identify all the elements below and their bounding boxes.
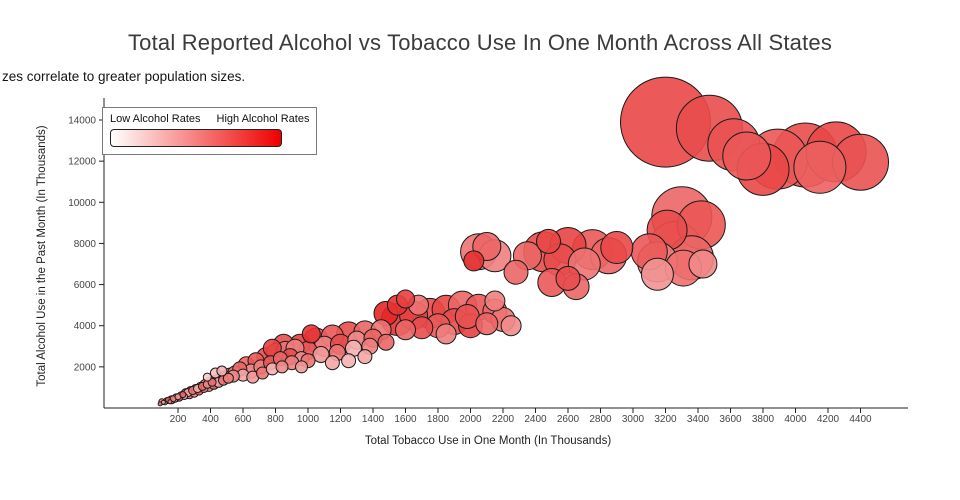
bubble[interactable] bbox=[301, 324, 321, 344]
bubble[interactable] bbox=[500, 315, 522, 337]
x-tick-label: 3600 bbox=[719, 414, 742, 425]
y-tick-label: 12000 bbox=[68, 157, 96, 168]
chart-title: Total Reported Alcohol vs Tobacco Use In… bbox=[127, 30, 833, 55]
x-tick-label: 1400 bbox=[362, 414, 385, 425]
x-tick-label: 3200 bbox=[654, 414, 677, 425]
y-tick-label: 14000 bbox=[68, 116, 96, 127]
color-legend: Low Alcohol Rates High Alcohol Rates bbox=[102, 107, 318, 155]
bubble[interactable] bbox=[722, 131, 772, 181]
bubble[interactable] bbox=[179, 391, 187, 399]
bubble[interactable] bbox=[216, 365, 228, 377]
x-tick-label: 2200 bbox=[492, 414, 515, 425]
x-tick-label: 4200 bbox=[817, 414, 840, 425]
x-tick-label: 800 bbox=[267, 414, 284, 425]
bubble[interactable] bbox=[435, 323, 457, 345]
legend-gradient-bar bbox=[110, 129, 282, 147]
axes-layer: 200 400 600 800 1000 1200 1400 1600 1800 2000 2200… bbox=[68, 98, 908, 425]
legend-labels: Low Alcohol Rates High Alcohol Rates bbox=[110, 113, 309, 125]
bubble[interactable] bbox=[395, 319, 416, 341]
x-tick-label: 2800 bbox=[589, 414, 612, 425]
legend-low-label: Low Alcohol Rates bbox=[110, 113, 201, 125]
x-tick-label: 4000 bbox=[784, 414, 807, 425]
bubble[interactable] bbox=[503, 259, 529, 285]
y-tick-label: 8000 bbox=[74, 239, 97, 250]
x-tick-label: 3400 bbox=[687, 414, 710, 425]
y-tick-label: 4000 bbox=[74, 321, 97, 332]
bubble[interactable] bbox=[377, 333, 395, 351]
bubble[interactable] bbox=[160, 399, 166, 405]
bubble[interactable] bbox=[312, 346, 330, 363]
x-axis-label: Total Tobacco Use in One Month (In Thous… bbox=[365, 435, 611, 447]
x-tick-label: 1000 bbox=[297, 414, 320, 425]
bubble[interactable] bbox=[475, 312, 499, 336]
y-tick-label: 2000 bbox=[74, 362, 97, 373]
bubble[interactable] bbox=[536, 228, 561, 254]
x-tick-label: 200 bbox=[170, 414, 187, 425]
x-tick-label: 1600 bbox=[394, 414, 417, 425]
y-axis-label: Total Alcohol Use in the Past Month (In … bbox=[36, 125, 48, 386]
bubble[interactable] bbox=[640, 257, 674, 291]
y-tick-label: 10000 bbox=[68, 198, 96, 209]
bubble[interactable] bbox=[555, 265, 581, 291]
bubble[interactable] bbox=[688, 249, 718, 279]
x-tick-label: 400 bbox=[202, 414, 219, 425]
bubble[interactable] bbox=[222, 372, 234, 384]
bubble[interactable] bbox=[202, 372, 212, 382]
chart-subtitle: zes correlate to greater population size… bbox=[2, 69, 246, 84]
bubble[interactable] bbox=[793, 140, 847, 194]
x-tick-label: 1800 bbox=[427, 414, 450, 425]
x-tick-label: 3800 bbox=[752, 414, 775, 425]
bubble[interactable] bbox=[463, 250, 485, 272]
bubble[interactable] bbox=[295, 360, 308, 374]
bubble[interactable] bbox=[167, 399, 173, 405]
x-tick-label: 2000 bbox=[459, 414, 482, 425]
x-tick-label: 2600 bbox=[557, 414, 580, 425]
x-tick-label: 4400 bbox=[849, 414, 872, 425]
x-tick-label: 3000 bbox=[622, 414, 645, 425]
bubble[interactable] bbox=[324, 355, 340, 371]
x-tick-label: 600 bbox=[235, 414, 252, 425]
bubble[interactable] bbox=[357, 349, 373, 365]
bubbles-layer bbox=[157, 76, 889, 407]
legend-high-label: High Alcohol Rates bbox=[216, 113, 310, 125]
bubble[interactable] bbox=[396, 289, 415, 309]
bubble[interactable] bbox=[600, 231, 634, 264]
y-tick-label: 6000 bbox=[74, 280, 97, 291]
bubble[interactable] bbox=[341, 353, 357, 369]
x-tick-label: 1200 bbox=[329, 414, 352, 425]
bubble[interactable] bbox=[275, 360, 289, 374]
x-tick-label: 2400 bbox=[524, 414, 547, 425]
bubble[interactable] bbox=[484, 290, 506, 312]
